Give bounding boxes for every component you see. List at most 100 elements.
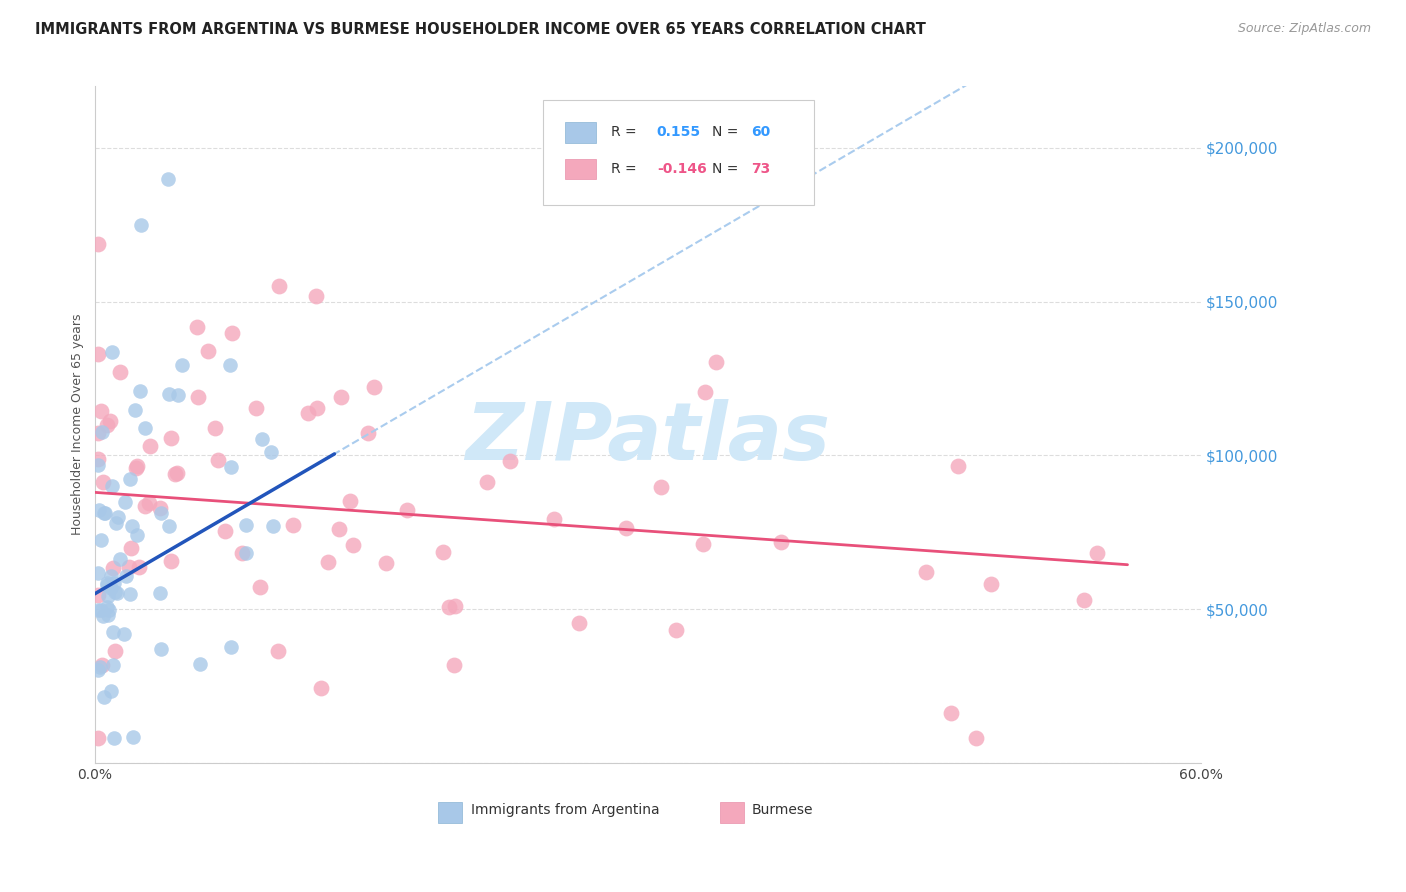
Point xyxy=(100,684,122,698)
Point xyxy=(124,403,146,417)
Point xyxy=(939,706,962,721)
Point xyxy=(915,565,938,579)
Point xyxy=(90,603,112,617)
Point xyxy=(121,519,143,533)
Point xyxy=(96,578,118,592)
Point xyxy=(94,506,117,520)
Point xyxy=(204,421,226,435)
Point xyxy=(342,538,364,552)
Point xyxy=(120,541,142,555)
Point xyxy=(120,587,142,601)
Point xyxy=(87,347,110,361)
Point xyxy=(439,599,461,614)
Point xyxy=(980,576,1002,591)
Point xyxy=(568,616,591,631)
Point xyxy=(127,459,149,474)
Point xyxy=(87,663,110,677)
Point xyxy=(105,586,128,600)
Point xyxy=(150,506,173,520)
Point xyxy=(218,359,240,373)
Point xyxy=(543,512,565,526)
Point xyxy=(250,432,273,446)
Point xyxy=(281,518,304,533)
Point xyxy=(499,454,522,468)
Point xyxy=(305,401,328,416)
Point xyxy=(98,603,121,617)
Point xyxy=(150,642,173,657)
Point xyxy=(375,556,398,570)
Point xyxy=(221,326,243,341)
Point xyxy=(115,569,138,583)
Point xyxy=(93,690,115,704)
Point xyxy=(235,546,257,560)
Point xyxy=(221,640,243,654)
Point xyxy=(1073,592,1095,607)
Point xyxy=(769,534,792,549)
Point xyxy=(149,586,172,600)
Point xyxy=(443,658,465,673)
FancyBboxPatch shape xyxy=(543,100,814,205)
Point xyxy=(96,599,118,614)
Text: ZIPatlas: ZIPatlas xyxy=(465,400,831,477)
Point xyxy=(231,546,253,560)
Point xyxy=(704,355,727,369)
Point xyxy=(101,479,124,493)
Point xyxy=(96,575,118,590)
Point xyxy=(103,560,125,574)
Point xyxy=(219,459,242,474)
Point xyxy=(166,387,188,401)
Point xyxy=(103,657,125,672)
Point xyxy=(128,384,150,398)
Point xyxy=(93,506,115,520)
Point xyxy=(357,425,380,440)
Point xyxy=(100,582,122,596)
Point xyxy=(90,404,112,418)
Point xyxy=(87,503,110,517)
Point xyxy=(97,607,120,622)
Bar xyxy=(565,122,596,143)
Point xyxy=(128,560,150,574)
Text: R =: R = xyxy=(612,162,637,176)
Point xyxy=(134,499,156,513)
Point xyxy=(163,467,186,482)
Bar xyxy=(720,802,744,822)
Point xyxy=(260,445,283,459)
Point xyxy=(149,500,172,515)
Point xyxy=(197,343,219,358)
Point xyxy=(1085,546,1108,560)
Point xyxy=(104,584,127,599)
Point xyxy=(309,681,332,695)
Point xyxy=(262,518,284,533)
Point xyxy=(91,475,114,490)
Point xyxy=(87,458,110,472)
Point xyxy=(87,566,110,580)
Point xyxy=(157,387,180,401)
Point xyxy=(946,459,969,474)
Point xyxy=(395,503,418,517)
Point xyxy=(187,390,209,404)
Point xyxy=(318,555,340,569)
Text: 60: 60 xyxy=(751,126,770,139)
Point xyxy=(157,519,180,533)
Point xyxy=(159,554,181,568)
Point xyxy=(96,590,118,604)
Point xyxy=(89,659,111,673)
Point xyxy=(965,731,987,746)
Text: -0.146: -0.146 xyxy=(657,162,707,176)
Point xyxy=(122,730,145,744)
Point xyxy=(107,509,129,524)
Point xyxy=(87,588,110,602)
Point xyxy=(110,364,132,378)
Point xyxy=(90,533,112,547)
Point xyxy=(105,516,128,530)
Point xyxy=(104,644,127,658)
Point xyxy=(475,475,498,489)
Text: R =: R = xyxy=(612,126,637,139)
Point xyxy=(90,425,112,440)
Point xyxy=(125,528,148,542)
Point xyxy=(245,401,267,416)
Point xyxy=(297,405,319,419)
Text: N =: N = xyxy=(713,162,738,176)
Point xyxy=(444,599,467,613)
Point xyxy=(112,626,135,640)
